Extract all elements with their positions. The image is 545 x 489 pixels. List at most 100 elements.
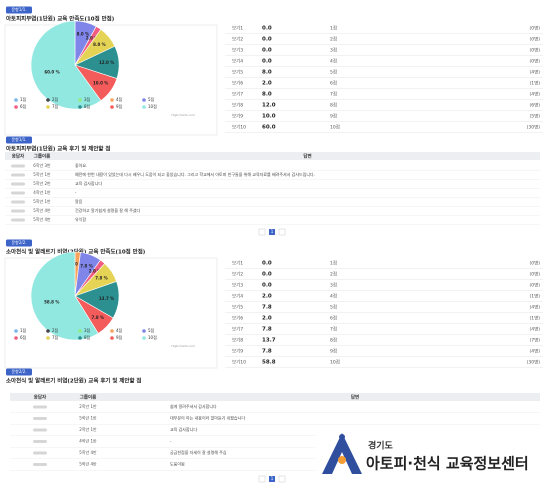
legend-swatch: [46, 98, 50, 102]
legend-swatch: [14, 105, 18, 109]
option-percent: 0.0: [262, 272, 272, 278]
option-count: (1명): [529, 80, 540, 87]
option-count: (30명): [527, 359, 541, 366]
page-number: 1: [271, 229, 274, 234]
option-percent: 7.8: [262, 305, 272, 311]
option-count: (30명): [527, 124, 541, 131]
page-prev[interactable]: [258, 475, 266, 483]
group-name: 5학년 4반: [79, 449, 97, 455]
blurred-respondent: [11, 218, 25, 222]
blurred-respondent: [11, 182, 25, 186]
legend-label: 8점: [84, 334, 91, 340]
option-percent: 0.0: [262, 261, 272, 267]
option-count: (0명): [529, 36, 540, 43]
option-label: 보기4: [232, 293, 243, 300]
slice-label: 7.8 %: [80, 263, 93, 268]
option-percent: 8.0: [262, 70, 272, 76]
group-name: 5학년 1반: [33, 198, 51, 204]
option-score: 3점: [330, 47, 337, 54]
option-percent: 7.8: [262, 327, 272, 333]
legend-label: 2점: [52, 96, 59, 102]
answer-text: 궁금한점을 자세히 잘 설명해 주심: [170, 449, 227, 455]
page-current[interactable]: [269, 476, 275, 482]
option-percent: 2.0: [262, 316, 272, 322]
answer-text: 예전에 한번 내용이 있었는데 다시 배우니 도움이 되고 좋았습니다. 그리고…: [75, 171, 315, 177]
legend-swatch: [78, 336, 82, 340]
option-score: 2점: [330, 271, 337, 278]
option-label: 보기1: [232, 260, 243, 267]
option-count: (6명): [529, 102, 540, 109]
option-percent: 8.0: [262, 92, 272, 98]
group-name: 5학년 2반: [33, 180, 51, 186]
slice-label: 8.0 %: [77, 31, 90, 36]
option-label: 보기8: [232, 102, 243, 109]
group-name: 2학년 1반: [79, 403, 97, 409]
section-title: 소아천식 및 알레르기 비염(2단원) 교육 후기 및 제안할 점: [6, 377, 142, 385]
badge-label: 문항2/2.: [11, 368, 26, 374]
page-number: 1: [271, 476, 274, 481]
blurred-respondent: [11, 200, 25, 204]
page-next[interactable]: [278, 228, 286, 236]
legend-label: 2점: [52, 327, 59, 333]
logo-icon: [322, 433, 362, 474]
legend-swatch: [78, 329, 82, 333]
chart-box: [4, 24, 218, 136]
option-count: (0명): [529, 25, 540, 32]
badge: [6, 239, 32, 247]
group-name: 5학년 4반: [33, 207, 51, 213]
option-label: 보기3: [232, 47, 243, 54]
slice-label: 2.0 %: [71, 261, 84, 266]
slice-label: 7.8 %: [95, 276, 108, 281]
badge-label: 문항2/2.: [11, 239, 26, 245]
option-score: 6점: [330, 80, 337, 87]
option-score: 9점: [330, 348, 337, 355]
chart-credit: Highcharts.com: [171, 113, 195, 117]
option-percent: 58.8: [262, 360, 276, 366]
page-next[interactable]: [278, 475, 286, 483]
legend-swatch: [142, 105, 146, 109]
blurred-respondent: [33, 463, 47, 466]
chart-credit: Highcharts.com: [171, 344, 195, 348]
option-score: 8점: [330, 102, 337, 109]
option-label: 보기10: [232, 359, 246, 366]
table-header: 답변: [351, 394, 359, 401]
option-label: 보기1: [232, 25, 243, 32]
logo-name: 아토피·천식 교육정보센터: [366, 455, 529, 473]
slice-label: 60.0 %: [44, 69, 59, 74]
slice-label: 12.0 %: [99, 60, 114, 65]
legend-swatch: [46, 336, 50, 340]
answer-text: 대부분이 아는 내용이라 알아듣기 쉬웠습니다: [170, 415, 245, 421]
badge: [6, 368, 32, 376]
legend-swatch: [78, 98, 82, 102]
blurred-respondent: [33, 417, 47, 420]
answer-text: 알음: [75, 198, 83, 204]
option-label: 보기2: [232, 271, 243, 278]
answer-text: 교육 감사합니다: [75, 180, 102, 186]
legend-label: 3점: [84, 327, 91, 333]
legend-label: 10점: [148, 334, 157, 340]
table-header: 그룹이름: [80, 394, 97, 401]
option-score: 1점: [330, 25, 337, 32]
page-current[interactable]: [269, 229, 275, 235]
answer-text: 쉽게 알려주셔서 감사합니다: [170, 403, 217, 409]
option-count: (0명): [529, 282, 540, 289]
blurred-respondent: [33, 451, 47, 455]
logo-head: [339, 434, 345, 440]
option-count: (4명): [529, 348, 540, 355]
option-score: 8점: [330, 337, 337, 344]
legend-swatch: [14, 336, 18, 340]
option-label: 보기4: [232, 58, 243, 65]
slice-label: 13.7 %: [99, 296, 114, 301]
option-label: 보기3: [232, 282, 243, 289]
option-label: 보기6: [232, 315, 243, 322]
legend-label: 10점: [148, 103, 157, 109]
section-title: 아토피피부염(1단원) 교육 후기 및 제안할 점: [6, 145, 110, 153]
option-percent: 60.0: [262, 125, 276, 131]
page-prev[interactable]: [258, 228, 266, 236]
option-score: 5점: [330, 69, 337, 76]
group-name: 5학년 4반: [33, 216, 51, 222]
legend-label: 1점: [20, 96, 27, 102]
legend-label: 9점: [116, 334, 123, 340]
blurred-respondent: [11, 209, 25, 213]
option-percent: 2.0: [262, 81, 272, 87]
